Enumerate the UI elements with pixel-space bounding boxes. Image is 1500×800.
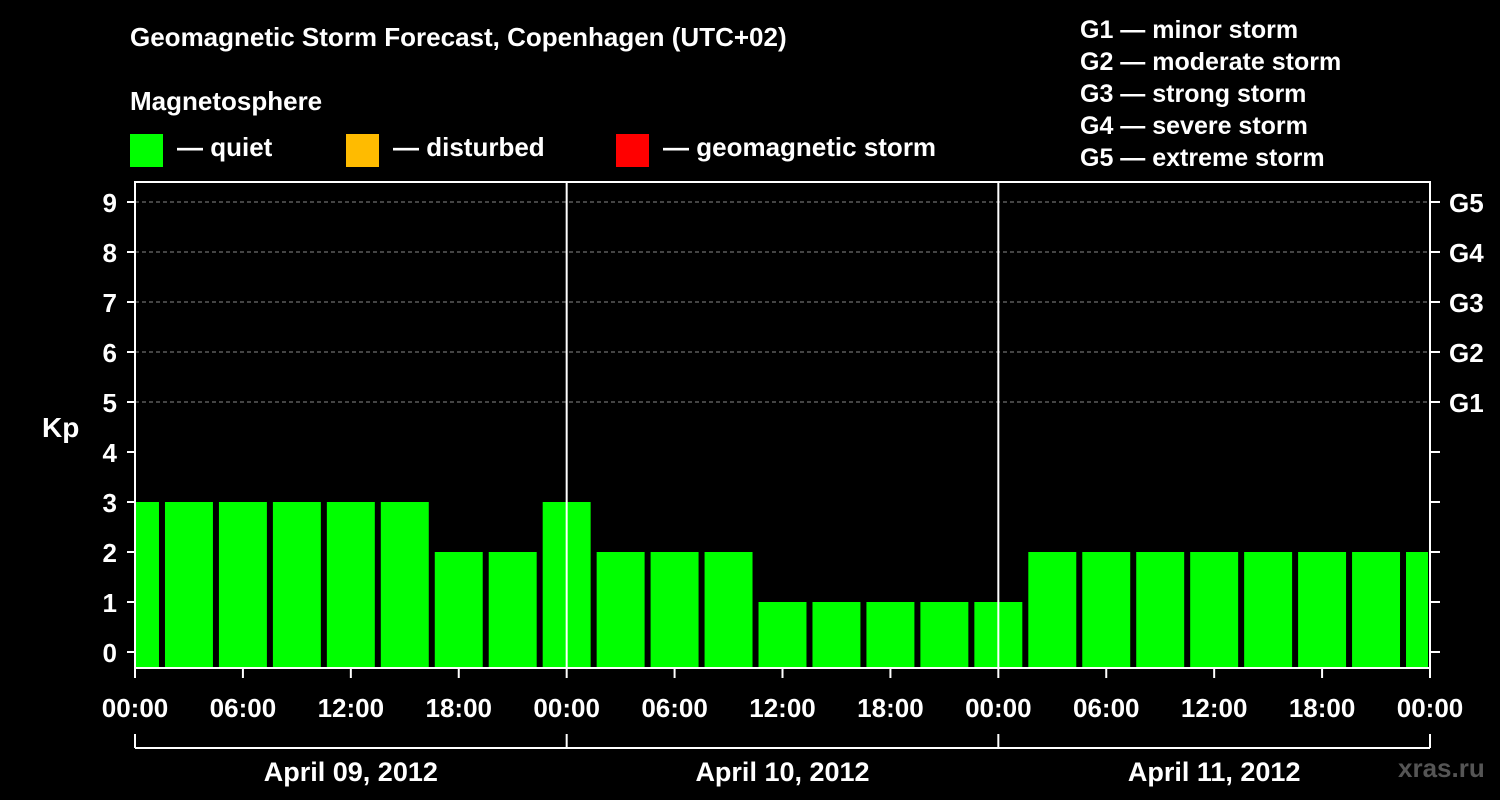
chart-title: Geomagnetic Storm Forecast, Copenhagen (… — [130, 22, 787, 52]
y-tick-label: 0 — [103, 638, 117, 668]
right-axis-label: G2 — [1449, 338, 1484, 368]
y-tick-label: 2 — [103, 538, 117, 568]
legend-item-quiet: — quiet — [130, 131, 273, 167]
y-tick-label: 6 — [103, 338, 117, 368]
legend-label-quiet: — quiet — [177, 131, 273, 162]
date-label: April 11, 2012 — [1128, 757, 1301, 787]
y-tick-label: 5 — [103, 388, 117, 418]
kp-bar — [272, 502, 321, 668]
right-axis-label: G1 — [1449, 388, 1484, 418]
y-tick-label: 7 — [103, 288, 117, 318]
y-tick-label: 3 — [103, 488, 117, 518]
y-tick-label: 1 — [103, 588, 117, 618]
kp-bar — [434, 552, 483, 668]
date-label: April 09, 2012 — [264, 757, 438, 787]
kp-bar — [758, 602, 807, 668]
storm-level-g5: G5 — extreme storm — [1080, 144, 1325, 172]
kp-bar — [704, 552, 753, 668]
x-tick-label: 06:00 — [641, 693, 708, 723]
storm-level-list: G1 — minor storm G2 — moderate storm G3 … — [1080, 14, 1341, 174]
y-tick-label: 4 — [103, 438, 118, 468]
legend-item-disturbed: — disturbed — [346, 131, 545, 167]
kp-bar — [1136, 552, 1185, 668]
kp-bar — [218, 502, 267, 668]
x-tick-label: 12:00 — [318, 693, 385, 723]
legend-item-storm: — geomagnetic storm — [616, 131, 937, 167]
kp-bar — [596, 552, 645, 668]
kp-bar — [380, 502, 429, 668]
watermark: xras.ru — [1398, 753, 1485, 783]
legend-label-storm: — geomagnetic storm — [663, 131, 937, 162]
kp-bar — [488, 552, 537, 668]
legend-title: Magnetosphere — [130, 86, 323, 116]
y-axis-label: Kp — [42, 412, 79, 443]
kp-bar — [920, 602, 969, 668]
kp-bar — [812, 602, 861, 668]
kp-bar — [1244, 552, 1293, 668]
storm-level-g1: G1 — minor storm — [1080, 16, 1299, 44]
x-tick-label: 00:00 — [102, 693, 169, 723]
kp-bar — [650, 552, 699, 668]
storm-level-g3: G3 — strong storm — [1080, 80, 1307, 108]
storm-level-g2: G2 — moderate storm — [1080, 48, 1342, 76]
kp-bar — [164, 502, 213, 668]
x-tick-label: 06:00 — [1073, 693, 1140, 723]
right-axis-label: G4 — [1449, 238, 1484, 268]
x-tick-label: 12:00 — [1181, 693, 1248, 723]
kp-bar — [326, 502, 375, 668]
legend-swatch-quiet — [130, 133, 163, 167]
kp-bar — [136, 502, 159, 668]
kp-bar — [1406, 552, 1428, 668]
y-tick-label: 8 — [103, 238, 117, 268]
x-tick-label: 18:00 — [426, 693, 493, 723]
kp-bar — [1028, 552, 1077, 668]
legend-swatch-storm — [616, 133, 649, 167]
storm-level-g4: G4 — severe storm — [1080, 112, 1308, 140]
x-tick-label: 18:00 — [1289, 693, 1356, 723]
legend-swatch-disturbed — [346, 133, 379, 167]
kp-bar — [1298, 552, 1347, 668]
right-axis-label: G3 — [1449, 288, 1484, 318]
kp-bar — [866, 602, 915, 668]
x-tick-label: 00:00 — [965, 693, 1032, 723]
date-label: April 10, 2012 — [695, 757, 869, 787]
kp-bar — [1352, 552, 1401, 668]
legend-label-disturbed: — disturbed — [393, 131, 545, 162]
x-tick-label: 00:00 — [533, 693, 600, 723]
right-axis-label: G5 — [1449, 188, 1484, 218]
y-tick-label: 9 — [103, 188, 117, 218]
x-tick-label: 18:00 — [857, 693, 924, 723]
kp-bar — [1082, 552, 1131, 668]
x-tick-label: 06:00 — [210, 693, 277, 723]
x-tick-label: 12:00 — [749, 693, 816, 723]
kp-bar — [1190, 552, 1239, 668]
x-tick-label: 00:00 — [1397, 693, 1464, 723]
